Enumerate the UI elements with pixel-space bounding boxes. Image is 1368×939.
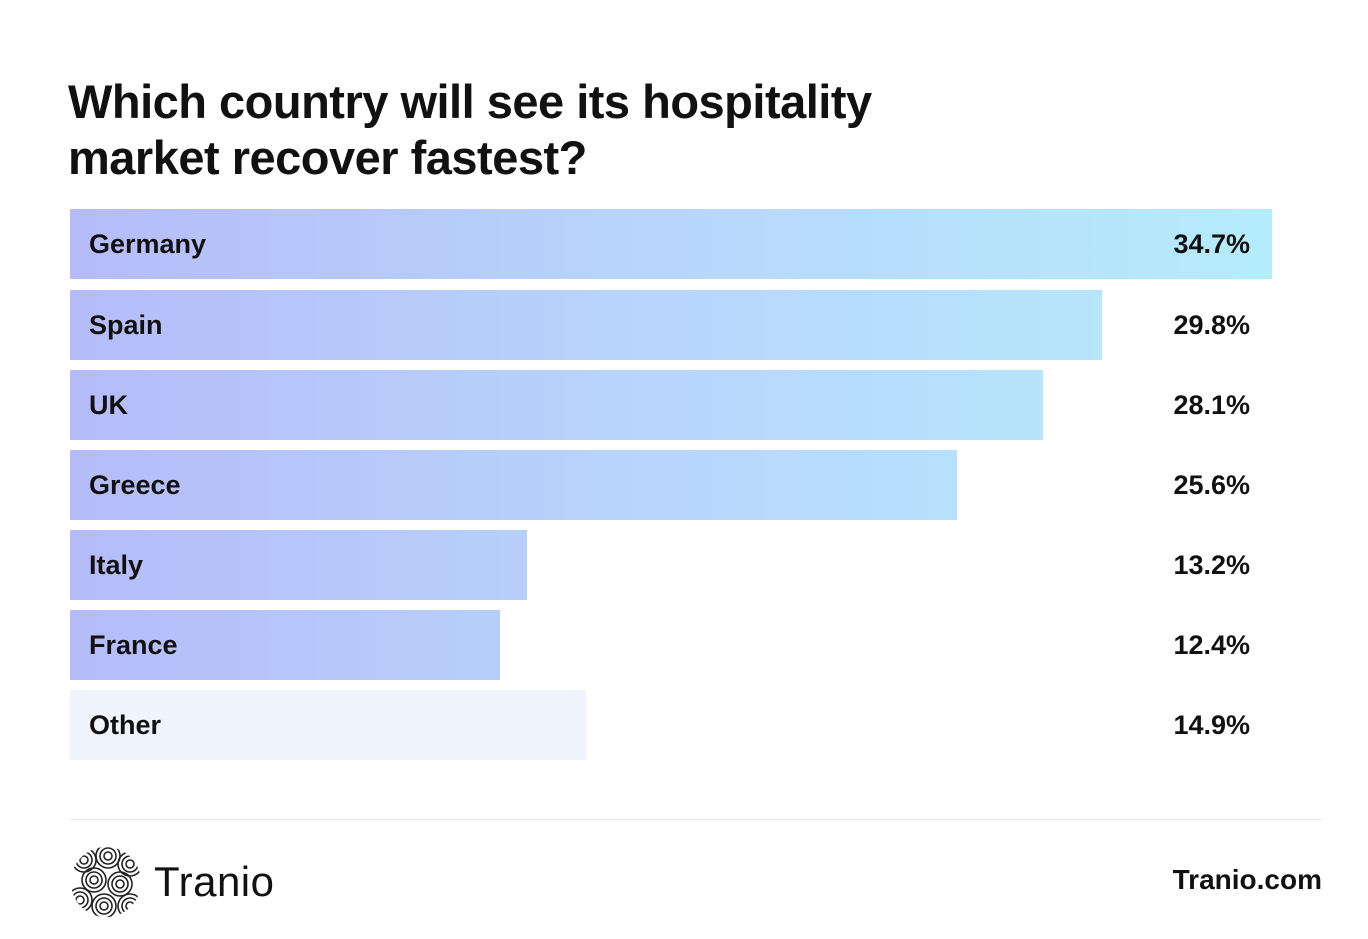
bar-spain	[70, 290, 1102, 360]
data-label: 34.7%	[1173, 229, 1250, 259]
bar-row-germany: Germany 34.7%	[70, 209, 1272, 279]
chart-title: Which country will see its hospitality m…	[68, 75, 872, 184]
bar-italy	[70, 530, 527, 600]
bar-chart: Germany 34.7% Spain 29.8% UK 28.1% Greece 25.6%…	[70, 209, 1272, 760]
tranio-logo: Tranio	[70, 845, 275, 919]
data-label: 13.2%	[1173, 550, 1250, 580]
data-label: 12.4%	[1173, 630, 1250, 660]
bar-label: France	[89, 630, 178, 660]
bar-label: UK	[89, 390, 128, 420]
logo-text: Tranio	[154, 858, 275, 905]
bar-row-spain: Spain 29.8%	[70, 290, 1272, 360]
data-label: 14.9%	[1173, 710, 1250, 740]
bar-label: Germany	[89, 229, 207, 259]
tranio-logo-icon	[71, 847, 141, 917]
bar-row-uk: UK 28.1%	[70, 370, 1272, 440]
bar-label: Italy	[89, 550, 144, 580]
bar-france	[70, 610, 500, 680]
bar-row-other: Other 14.9%	[70, 690, 1272, 760]
site-link[interactable]: Tranio.com	[1172, 864, 1322, 895]
bar-row-france: France 12.4%	[70, 610, 1272, 680]
bar-label: Other	[89, 710, 162, 740]
bar-uk	[70, 370, 1043, 440]
data-label: 25.6%	[1173, 470, 1250, 500]
bar-greece	[70, 450, 957, 520]
bar-row-greece: Greece 25.6%	[70, 450, 1272, 520]
bar-germany	[70, 209, 1272, 279]
data-label: 28.1%	[1173, 390, 1250, 420]
bar-other	[70, 690, 586, 760]
bar-row-italy: Italy 13.2%	[70, 530, 1272, 600]
bar-label: Greece	[89, 470, 181, 500]
data-label: 29.8%	[1173, 310, 1250, 340]
bar-label: Spain	[89, 310, 163, 340]
footer-divider	[70, 819, 1322, 820]
